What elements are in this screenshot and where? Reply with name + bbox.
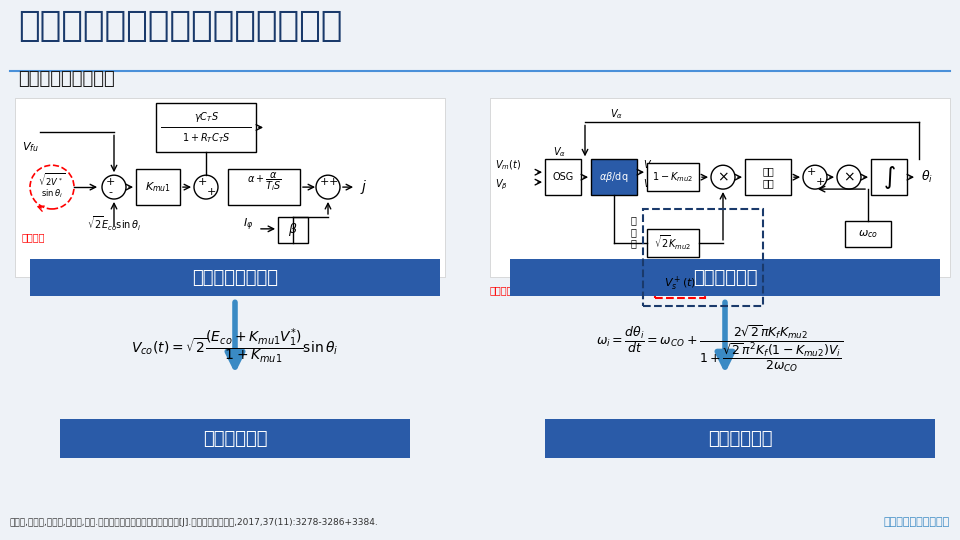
Text: $\alpha\beta$/dq: $\alpha\beta$/dq xyxy=(599,170,629,184)
Text: $\theta_i$: $\theta_i$ xyxy=(921,169,933,185)
Circle shape xyxy=(30,165,74,209)
Text: $V_\alpha$: $V_\alpha$ xyxy=(610,107,623,122)
Text: 轴压调节的控制方案: 轴压调节的控制方案 xyxy=(18,70,115,87)
Text: +: + xyxy=(106,177,114,187)
Text: +: + xyxy=(815,177,825,187)
Text: $V_{co}(t)=\sqrt{2}\dfrac{(E_{co}+K_{mu1}V_1^{*})}{1+K_{mu1}}\sin\theta_i$: $V_{co}(t)=\sqrt{2}\dfrac{(E_{co}+K_{mu1… xyxy=(132,327,339,366)
Text: +: + xyxy=(198,177,206,187)
FancyBboxPatch shape xyxy=(871,159,907,195)
Text: +: + xyxy=(806,167,816,177)
FancyBboxPatch shape xyxy=(745,159,791,195)
Text: $V_{fu}$: $V_{fu}$ xyxy=(22,140,39,154)
Circle shape xyxy=(837,165,861,189)
FancyBboxPatch shape xyxy=(655,268,705,299)
Circle shape xyxy=(102,175,126,199)
Text: $V_m(t)$: $V_m(t)$ xyxy=(495,158,521,172)
FancyBboxPatch shape xyxy=(30,259,440,296)
Text: +: + xyxy=(320,177,328,187)
Text: $j$: $j$ xyxy=(360,178,368,196)
Text: +: + xyxy=(206,187,216,197)
Text: $\sin\theta_i$: $\sin\theta_i$ xyxy=(41,188,63,200)
Text: OSG: OSG xyxy=(552,172,574,182)
Text: 调频指令: 调频指令 xyxy=(490,286,514,295)
Text: 调压指令: 调压指令 xyxy=(22,232,45,242)
Text: $\sqrt{2}E_{co}\sin\theta_i$: $\sqrt{2}E_{co}\sin\theta_i$ xyxy=(86,215,141,233)
Text: $K_{mu1}$: $K_{mu1}$ xyxy=(145,180,171,194)
Text: 赵晋斌,张帅涛,王金龙,屈克庆,李芬.入网电压控制型逆变器预同步研究[J].中国电机工程学报,2017,37(11):3278-3286+3384.: 赵晋斌,张帅涛,王金龙,屈克庆,李芬.入网电压控制型逆变器预同步研究[J].中国… xyxy=(10,518,379,526)
FancyBboxPatch shape xyxy=(545,159,581,195)
FancyBboxPatch shape xyxy=(647,163,699,191)
FancyBboxPatch shape xyxy=(60,418,410,458)
Text: 入网电压控制型逆变器预同步研究: 入网电压控制型逆变器预同步研究 xyxy=(18,9,343,43)
Text: $\times$: $\times$ xyxy=(843,170,854,184)
Circle shape xyxy=(316,175,340,199)
FancyBboxPatch shape xyxy=(136,169,180,205)
Text: $I_{\varphi}$: $I_{\varphi}$ xyxy=(243,217,253,233)
FancyBboxPatch shape xyxy=(591,159,637,195)
FancyBboxPatch shape xyxy=(647,229,699,256)
Text: $\sqrt{2V^*}$: $\sqrt{2V^*}$ xyxy=(38,172,65,189)
Text: $\omega_i=\dfrac{d\theta_i}{dt}=\omega_{CO}+\dfrac{2\sqrt{2}\pi K_f K_{mu2}}{1+\: $\omega_i=\dfrac{d\theta_i}{dt}=\omega_{… xyxy=(596,324,844,374)
Text: 频率调节单元: 频率调节单元 xyxy=(693,268,757,287)
Text: 轴压调节双环控制: 轴压调节双环控制 xyxy=(192,268,278,287)
Circle shape xyxy=(194,175,218,199)
Text: $V_\alpha$: $V_\alpha$ xyxy=(554,145,566,159)
Text: $1+R_T C_T S$: $1+R_T C_T S$ xyxy=(181,132,230,145)
Text: $V_\beta$: $V_\beta$ xyxy=(495,178,508,192)
Text: -: - xyxy=(108,187,112,197)
Circle shape xyxy=(711,165,735,189)
Text: $\alpha + \dfrac{\alpha}{T_i S}$: $\alpha + \dfrac{\alpha}{T_i S}$ xyxy=(247,170,281,193)
FancyBboxPatch shape xyxy=(490,98,950,276)
Text: $\beta$: $\beta$ xyxy=(288,221,298,238)
Text: 一次调频方程: 一次调频方程 xyxy=(708,430,772,448)
Text: $V_s^+(t)$: $V_s^+(t)$ xyxy=(663,274,696,293)
FancyBboxPatch shape xyxy=(156,103,256,152)
FancyBboxPatch shape xyxy=(278,217,308,243)
Text: $\omega_{co}$: $\omega_{co}$ xyxy=(858,228,878,240)
FancyBboxPatch shape xyxy=(15,98,445,276)
Text: $\int$: $\int$ xyxy=(882,164,896,191)
Text: +: + xyxy=(328,177,338,187)
Text: $\gamma C_T S$: $\gamma C_T S$ xyxy=(194,110,219,124)
FancyBboxPatch shape xyxy=(545,418,935,458)
Text: $V_q$: $V_q$ xyxy=(643,178,656,192)
Text: 一次调压方程: 一次调压方程 xyxy=(203,430,267,448)
Text: $\sqrt{2}K_{mu2}$: $\sqrt{2}K_{mu2}$ xyxy=(655,234,692,252)
FancyBboxPatch shape xyxy=(510,259,940,296)
FancyBboxPatch shape xyxy=(228,169,300,205)
Text: 调
频
轴: 调 频 轴 xyxy=(630,215,636,248)
Text: 《电工技术学报》发布: 《电工技术学报》发布 xyxy=(884,517,950,527)
Text: $\times$: $\times$ xyxy=(717,170,729,184)
FancyBboxPatch shape xyxy=(845,221,891,247)
Circle shape xyxy=(803,165,827,189)
Text: $1-K_{mu2}$: $1-K_{mu2}$ xyxy=(653,170,693,184)
Text: 线性
环节: 线性 环节 xyxy=(762,166,774,188)
Text: $V_d$: $V_d$ xyxy=(643,158,656,172)
